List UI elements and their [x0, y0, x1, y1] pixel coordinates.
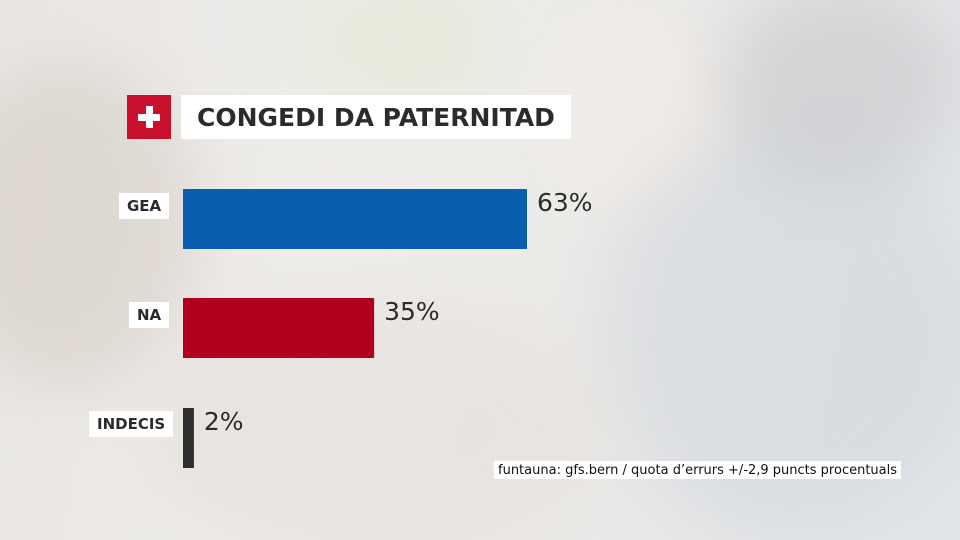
value-label: 2% — [204, 407, 244, 436]
swiss-cross-icon — [127, 95, 171, 139]
value-label: 63% — [537, 188, 593, 217]
source-note: funtauna: gfs.bern / quota d’errurs +/-2… — [494, 461, 902, 479]
bar-gea — [183, 189, 527, 249]
bar-na — [183, 298, 375, 358]
category-label: GEA — [119, 193, 170, 219]
bar-indecis — [183, 408, 194, 468]
category-label: NA — [129, 302, 170, 328]
category-label: INDECIS — [89, 411, 174, 437]
value-label: 35% — [384, 297, 440, 326]
chart-header: CONGEDI DA PATERNITAD — [127, 95, 571, 139]
chart-title: CONGEDI DA PATERNITAD — [181, 95, 571, 139]
